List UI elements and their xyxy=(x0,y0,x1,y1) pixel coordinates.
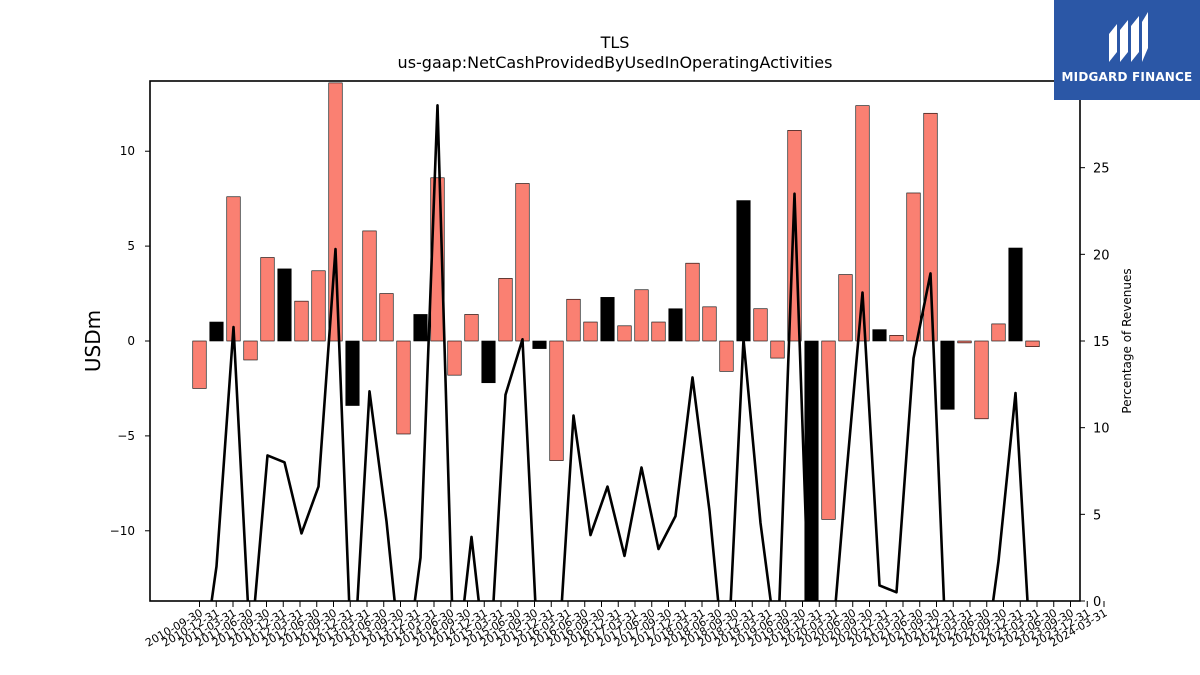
percentage-line xyxy=(210,104,1029,601)
bar-42 xyxy=(906,192,921,342)
logo: MIDGARD FINANCE xyxy=(1054,0,1200,100)
bar-41 xyxy=(889,335,904,342)
bar-40 xyxy=(872,329,887,342)
bar-24 xyxy=(600,297,615,342)
bar-12 xyxy=(396,340,411,435)
bar-8 xyxy=(328,82,343,342)
bar-19 xyxy=(515,183,530,342)
bars-group xyxy=(192,82,1040,601)
bar-11 xyxy=(379,293,394,342)
bar-0 xyxy=(192,340,207,389)
bar-45 xyxy=(957,340,972,344)
bar-7 xyxy=(311,270,326,342)
bar-38 xyxy=(838,274,853,342)
y2-tick-label-0: 0 xyxy=(1093,595,1101,610)
bar-9 xyxy=(345,340,360,406)
bar-22 xyxy=(566,298,581,342)
bar-29 xyxy=(685,262,700,342)
bar-23 xyxy=(583,321,598,342)
chart-subtitle: us-gaap:NetCashProvidedByUsedInOperating… xyxy=(398,53,833,72)
bar-17 xyxy=(481,340,496,384)
bar-47 xyxy=(991,323,1006,342)
bar-33 xyxy=(753,308,768,342)
y2-tick-label-1: 5 xyxy=(1093,508,1101,523)
y-axis-label: USDm xyxy=(81,310,105,372)
y2-axis-label: Percentage of Revenues xyxy=(1120,268,1134,413)
y2-ticks-group: 051015202530 xyxy=(1080,75,1110,610)
bar-20 xyxy=(532,340,547,349)
bar-3 xyxy=(243,340,258,361)
bar-44 xyxy=(940,340,955,410)
bar-25 xyxy=(617,325,632,342)
bar-31 xyxy=(719,340,734,372)
y-ticks-group: −10 −5 0 5 10 xyxy=(110,144,150,538)
bar-27 xyxy=(651,321,666,342)
bar-39 xyxy=(855,105,870,342)
bar-16 xyxy=(464,314,479,342)
y-tick-label-2: 0 xyxy=(127,334,135,348)
y2-tick-label-4: 20 xyxy=(1093,248,1110,263)
bar-10 xyxy=(362,230,377,342)
bar-13 xyxy=(413,314,428,342)
bar-46 xyxy=(974,340,989,420)
bar-2 xyxy=(226,196,241,342)
line-group xyxy=(210,104,1029,601)
bar-30 xyxy=(702,306,717,342)
y2-tick-label-2: 10 xyxy=(1093,422,1110,437)
y-tick-label-3: 5 xyxy=(127,239,135,253)
bar-21 xyxy=(549,340,564,461)
logo-mark-icon xyxy=(1109,12,1148,62)
y-tick-label-4: 10 xyxy=(120,144,135,158)
y-tick-label-0: −10 xyxy=(110,524,135,538)
bar-48 xyxy=(1008,247,1023,342)
bar-4 xyxy=(260,257,275,342)
bar-6 xyxy=(294,300,309,342)
bar-28 xyxy=(668,308,683,342)
chart-title: TLS xyxy=(600,33,630,52)
y2-tick-label-3: 15 xyxy=(1093,335,1110,350)
bar-49 xyxy=(1025,340,1040,347)
bar-34 xyxy=(770,340,785,359)
bar-43 xyxy=(923,112,938,342)
logo-text: MIDGARD FINANCE xyxy=(1061,70,1193,84)
bar-26 xyxy=(634,289,649,342)
bar-15 xyxy=(447,340,462,376)
bar-1 xyxy=(209,321,224,342)
bar-32 xyxy=(736,200,751,342)
x-ticks-group: 2010-09-302010-12-312011-03-312011-06-30… xyxy=(143,601,1110,650)
y2-tick-label-5: 25 xyxy=(1093,162,1110,177)
y-tick-label-1: −5 xyxy=(117,429,135,443)
bar-37 xyxy=(821,340,836,520)
bar-5 xyxy=(277,268,292,342)
bar-18 xyxy=(498,278,513,342)
